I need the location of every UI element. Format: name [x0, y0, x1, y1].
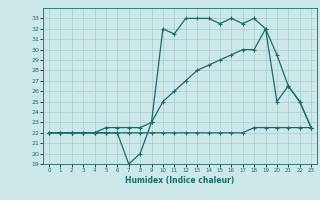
X-axis label: Humidex (Indice chaleur): Humidex (Indice chaleur) — [125, 176, 235, 185]
